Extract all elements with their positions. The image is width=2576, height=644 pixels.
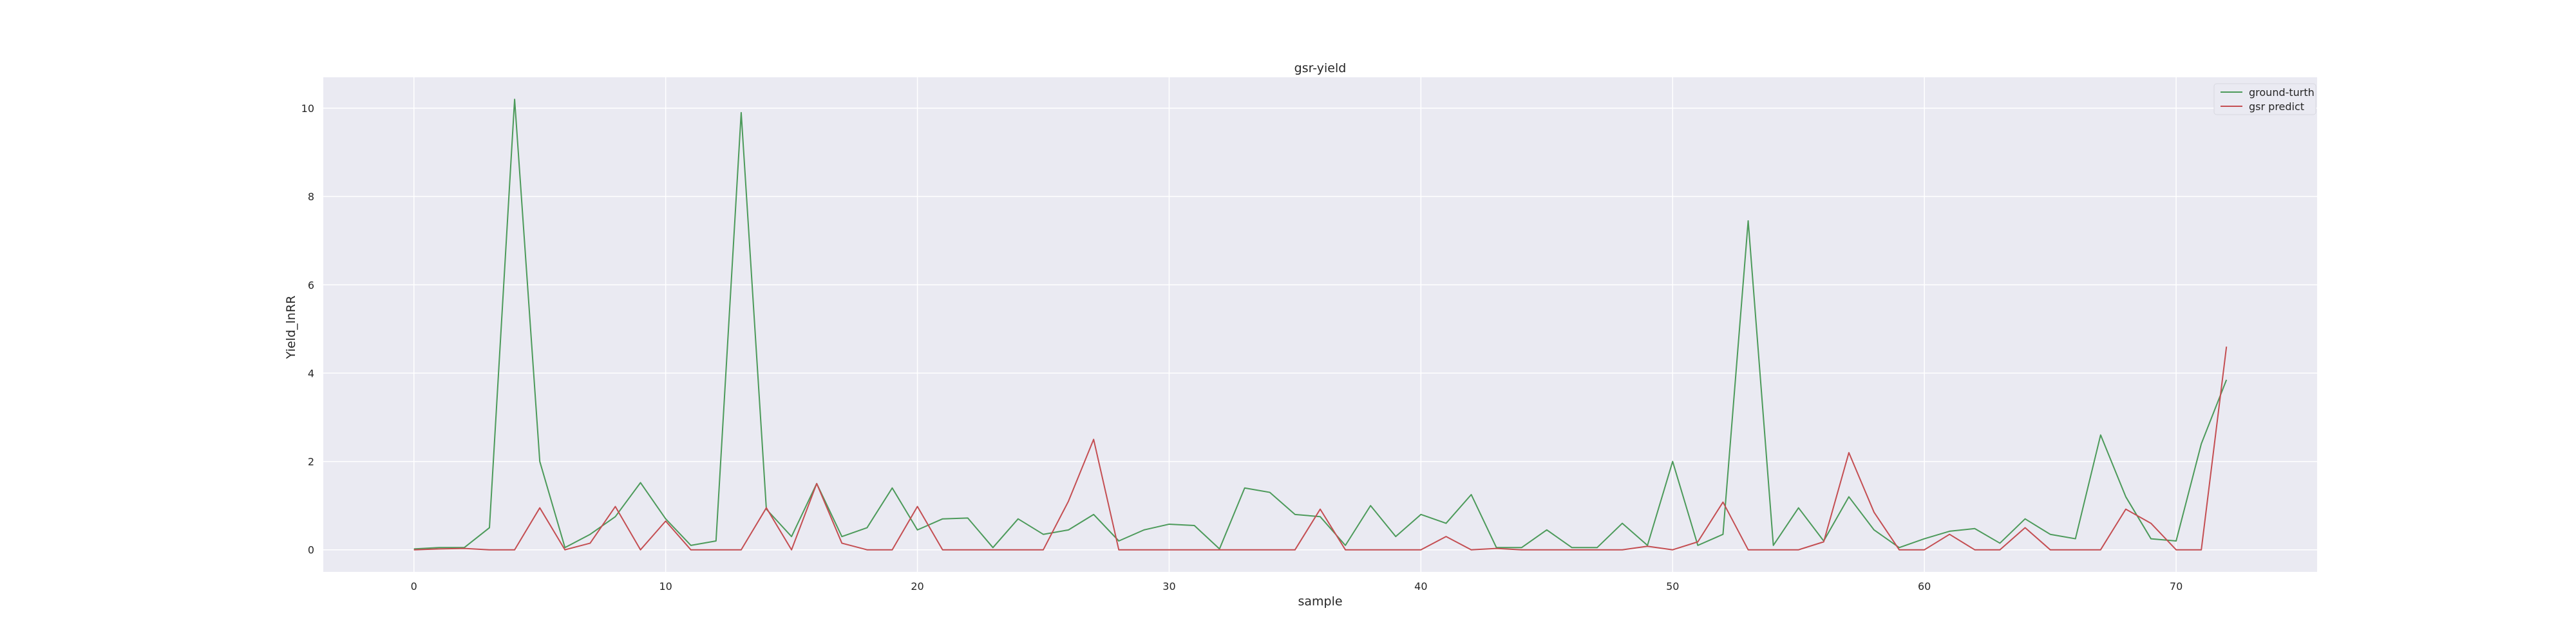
y-tick-label: 6 [308,279,314,291]
y-tick-label: 4 [308,367,314,379]
legend: ground-turth gsr predict [2213,83,2316,115]
y-tick-labels: 0 2 4 6 8 10 [301,102,314,556]
y-axis-label: Yield_lnRR [284,296,298,359]
x-grid [413,77,2177,572]
x-tick-label: 70 [2170,580,2183,592]
legend-label-ground-turth: ground-turth [2249,86,2315,99]
chart-title: gsr-yield [1294,61,1347,75]
series-line-gsr-predict [413,346,2228,551]
y-tick-label: 8 [308,191,314,203]
x-axis-label: sample [1298,594,1342,609]
y-grid [323,108,2317,551]
x-tick-labels: 0 10 20 30 40 50 60 70 [411,580,2183,592]
x-tick-label: 60 [1918,580,1931,592]
x-tick-label: 40 [1414,580,1427,592]
y-tick-label: 0 [308,544,314,556]
x-tick-label: 30 [1162,580,1175,592]
plot-area [323,77,2317,572]
legend-label-gsr-predict: gsr predict [2249,100,2304,113]
series-layer [413,99,2228,551]
x-tick-label: 20 [911,580,923,592]
y-tick-label: 2 [308,456,314,468]
y-tick-label: 10 [301,102,314,115]
x-tick-label: 0 [411,580,417,592]
x-tick-label: 10 [659,580,672,592]
series-line-ground-turth [413,99,2228,550]
x-tick-label: 50 [1666,580,1679,592]
